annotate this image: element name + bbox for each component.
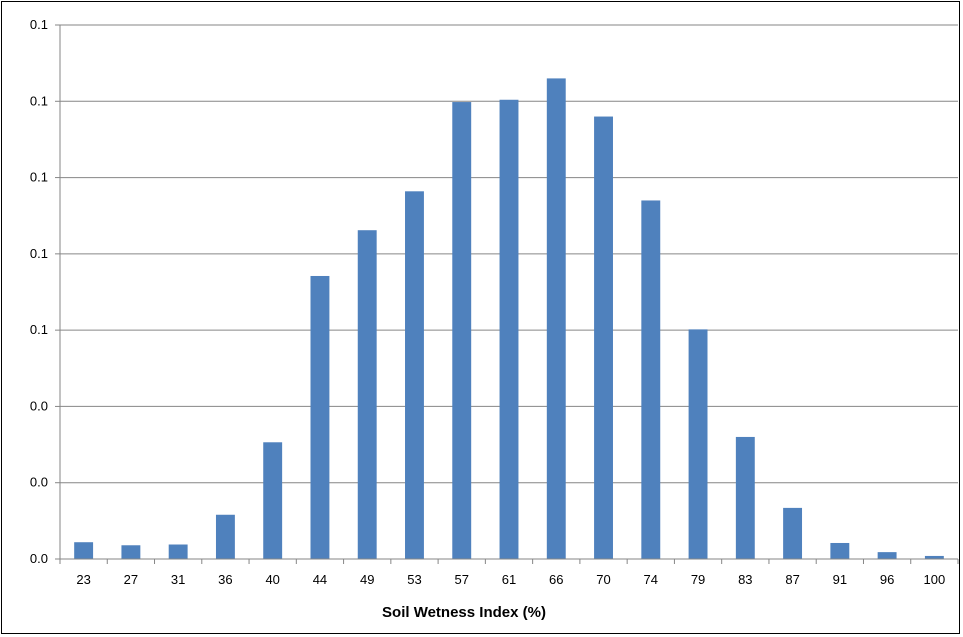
bar-27 bbox=[121, 545, 141, 559]
x-tick-label: 27 bbox=[124, 572, 138, 587]
bar-70 bbox=[594, 116, 613, 560]
y-tick-label: 0.0 bbox=[30, 475, 48, 490]
bar-44 bbox=[310, 275, 330, 559]
bar-23 bbox=[74, 542, 94, 559]
x-tick-label: 57 bbox=[455, 572, 469, 587]
y-tick-label: 0.1 bbox=[30, 246, 48, 261]
y-tick-label: 0.1 bbox=[30, 17, 48, 32]
x-tick-label: 36 bbox=[218, 572, 232, 587]
bar-96 bbox=[877, 552, 897, 559]
bar-79 bbox=[688, 329, 708, 559]
bar-40 bbox=[263, 442, 283, 559]
bar-74 bbox=[641, 200, 661, 559]
bar-36 bbox=[215, 514, 235, 559]
bar-87 bbox=[783, 507, 803, 559]
x-tick-label: 31 bbox=[171, 572, 185, 587]
y-tick-label: 0.0 bbox=[30, 551, 48, 566]
x-tick-label: 61 bbox=[502, 572, 516, 587]
x-tick-label: 49 bbox=[360, 572, 374, 587]
bars bbox=[74, 78, 944, 560]
bar-53 bbox=[405, 191, 424, 559]
y-tick-label: 0.1 bbox=[30, 93, 48, 108]
y-tick-labels: 0.0 0.0 0.0 0.1 0.1 0.1 0.1 0.1 bbox=[30, 17, 48, 566]
bar-100 bbox=[924, 555, 944, 559]
x-tick-label: 91 bbox=[833, 572, 847, 587]
x-tick-label: 66 bbox=[549, 572, 563, 587]
bar-31 bbox=[168, 544, 188, 559]
bar-57 bbox=[452, 102, 472, 559]
x-tick-label: 100 bbox=[924, 572, 946, 587]
bar-61 bbox=[499, 99, 519, 559]
bar-66 bbox=[546, 78, 566, 560]
x-tick-label: 53 bbox=[407, 572, 421, 587]
x-tick-label: 87 bbox=[785, 572, 799, 587]
x-tick-label: 96 bbox=[880, 572, 894, 587]
x-tick-labels: 23 27 31 36 40 44 49 53 57 61 66 70 74 79 83 87 91 96 100 bbox=[76, 572, 945, 587]
x-tick-label: 44 bbox=[313, 572, 327, 587]
x-axis-title: Soil Wetness Index (%) bbox=[382, 604, 546, 621]
y-tick-label: 0.0 bbox=[30, 398, 48, 413]
x-tick-label: 23 bbox=[76, 572, 90, 587]
bar-91 bbox=[830, 542, 850, 559]
bar-83 bbox=[735, 436, 755, 559]
x-tick-label: 70 bbox=[596, 572, 610, 587]
x-tick-label: 79 bbox=[691, 572, 705, 587]
bar-49 bbox=[357, 230, 377, 560]
x-tick-label: 83 bbox=[738, 572, 752, 587]
y-tick-label: 0.1 bbox=[30, 322, 48, 337]
x-tick-label: 40 bbox=[265, 572, 279, 587]
axes bbox=[55, 24, 959, 564]
y-tick-label: 0.1 bbox=[30, 170, 48, 185]
x-tick-label: 74 bbox=[644, 572, 658, 587]
